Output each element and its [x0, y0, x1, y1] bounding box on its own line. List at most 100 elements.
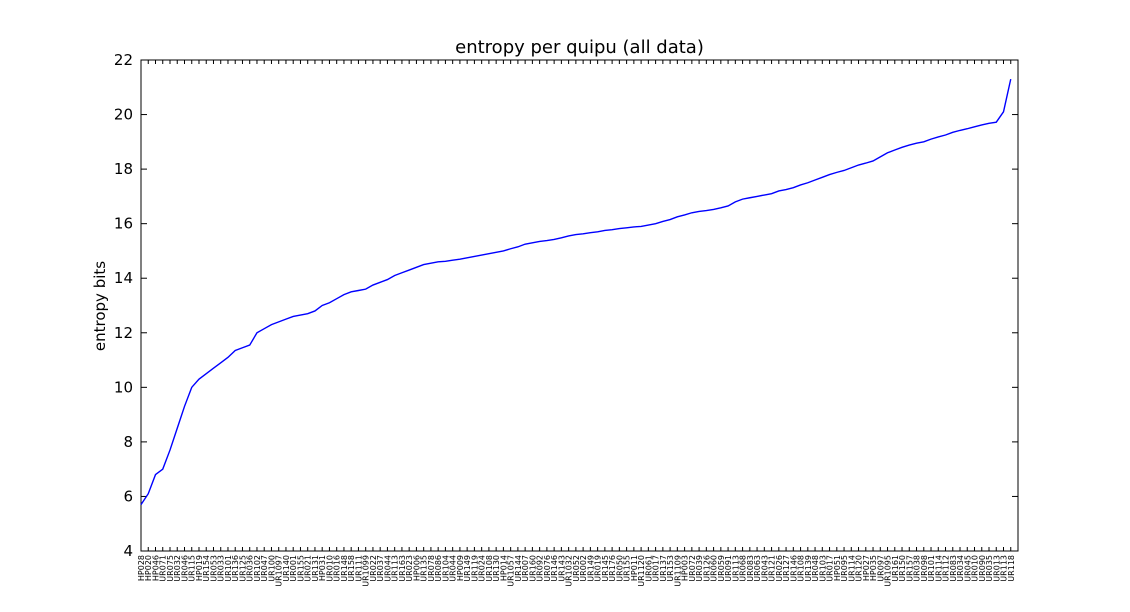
x-tick-label: UR113: [1000, 555, 1009, 582]
y-tick-label: 16: [114, 215, 133, 233]
x-tick-label: HP009: [456, 555, 465, 581]
x-tick-label: UR090: [978, 555, 987, 582]
x-tick-label: UR154: [202, 555, 211, 582]
x-tick-label: HP019: [195, 555, 204, 581]
x-tick-label: UR115: [188, 555, 197, 582]
x-tick-label: UR148: [340, 555, 349, 582]
x-tick-label: UR091: [724, 555, 733, 582]
x-tick-label: UR155: [623, 555, 632, 582]
x-tick-label: UR1109: [673, 555, 682, 587]
x-tick-label: HP003: [681, 555, 690, 581]
x-tick-label: UR023: [405, 555, 414, 582]
x-tick-label: HP020: [144, 555, 153, 581]
x-tick-label: UR113: [391, 555, 400, 582]
x-tick-label: HP046: [151, 555, 160, 581]
x-tick-label: UR033: [217, 555, 226, 582]
x-tick-label: UR022: [369, 555, 378, 582]
x-tick-label: UR149: [586, 555, 595, 582]
x-tick-label: UR038: [913, 555, 922, 582]
y-axis-label: entropy bits: [91, 261, 109, 351]
x-tick-label: UR176: [608, 555, 617, 582]
x-tick-label: UR050: [615, 555, 624, 582]
x-tick-label: UR104: [441, 555, 450, 582]
x-tick-label: UR143: [557, 555, 566, 582]
x-tick-label: UR126: [702, 555, 711, 582]
x-tick-label: UR114: [934, 555, 943, 582]
x-tick-label: UR024: [478, 555, 487, 582]
x-tick-label: UR108: [485, 555, 494, 582]
x-tick-label: UR118: [1007, 555, 1016, 582]
x-tick-label: UR155: [296, 555, 305, 582]
x-tick-label: UR125: [238, 555, 247, 582]
x-tick-label: UR078: [427, 555, 436, 582]
x-tick-label: HP006: [412, 555, 421, 581]
x-tick-label: UR137: [659, 555, 668, 582]
x-tick-label: HP028: [137, 555, 146, 581]
x-tick-label: UR111: [354, 555, 363, 582]
x-tick-label: UR150: [898, 555, 907, 582]
x-tick-label: UR063: [753, 555, 762, 582]
y-tick-label: 22: [114, 51, 133, 69]
x-tick-label: UR1057: [507, 555, 516, 587]
x-tick-label: UR1097: [275, 555, 284, 587]
x-tick-label: UR108: [797, 555, 806, 582]
x-tick-label: UR019: [594, 555, 603, 582]
x-tick-label: UR130: [492, 555, 501, 582]
x-tick-label: UR044: [383, 555, 392, 582]
x-tick-label: UR061: [644, 555, 653, 582]
chart-title: entropy per quipu (all data): [455, 37, 704, 58]
x-tick-label: UR095: [840, 555, 849, 582]
x-tick-label: UR007: [521, 555, 530, 582]
x-tick-label: UR092: [536, 555, 545, 582]
x-tick-label: UR101: [927, 555, 936, 582]
x-tick-label: UR021: [304, 555, 313, 582]
x-tick-label: UR098: [920, 555, 929, 582]
y-tick-label: 8: [123, 433, 133, 451]
x-tick-label: UR017: [652, 555, 661, 582]
x-tick-label: UR037: [376, 555, 385, 582]
x-tick-label: UR131: [311, 555, 320, 582]
x-tick-label: UR135: [420, 555, 429, 582]
x-tick-label: UR010: [971, 555, 980, 582]
y-tick-label: 18: [114, 160, 133, 178]
y-tick-label: 20: [114, 106, 133, 124]
x-tick-label: UR071: [159, 555, 168, 582]
x-tick-label: UR161: [891, 555, 900, 582]
y-tick-label: 4: [123, 542, 133, 560]
x-tick-label: UR100: [267, 555, 276, 582]
x-tick-label: UR002: [579, 555, 588, 582]
x-tick-label: UR146: [550, 555, 559, 582]
x-tick-label: UR103: [818, 555, 827, 582]
x-tick-label: UR139: [804, 555, 813, 582]
x-tick-label: UR010: [325, 555, 334, 582]
x-tick-label: UR039: [695, 555, 704, 582]
x-tick-label: UR048: [811, 555, 820, 582]
x-tick-label: UR034: [956, 555, 965, 582]
x-tick-label: UR060: [710, 555, 719, 582]
x-tick-label: UR114: [847, 555, 856, 582]
x-tick-label: UR157: [905, 555, 914, 582]
y-tick-label: 10: [114, 378, 133, 396]
entropy-series-line: [140, 78, 1012, 506]
x-tick-label: HP027: [862, 555, 871, 581]
x-tick-label: HP031: [318, 555, 327, 581]
y-axis-ticks: 4 6 8 10 12 14 16 18 20 22: [114, 51, 1018, 560]
x-tick-label: UR075: [166, 555, 175, 582]
x-tick-label: UR044: [449, 555, 458, 582]
x-tick-label: UR149: [463, 555, 472, 582]
x-tick-label: UR013: [992, 555, 1001, 582]
x-tick-label: UR112: [942, 555, 951, 582]
x-tick-label: UR043: [760, 555, 769, 582]
x-tick-label: UR1099: [362, 555, 371, 587]
x-tick-label: UR032: [173, 555, 182, 582]
x-tick-label: UR140: [282, 555, 291, 582]
x-tick-label: UR144: [514, 555, 523, 582]
x-tick-label: UR053: [209, 555, 218, 582]
x-tick-label: UR158: [347, 555, 356, 582]
x-tick-label: HP011: [630, 555, 639, 581]
x-tick-label: UR001: [289, 555, 298, 582]
x-tick-label: UR101: [224, 555, 233, 582]
x-tick-label: UR121: [768, 555, 777, 582]
x-tick-label: HP051: [833, 555, 842, 581]
